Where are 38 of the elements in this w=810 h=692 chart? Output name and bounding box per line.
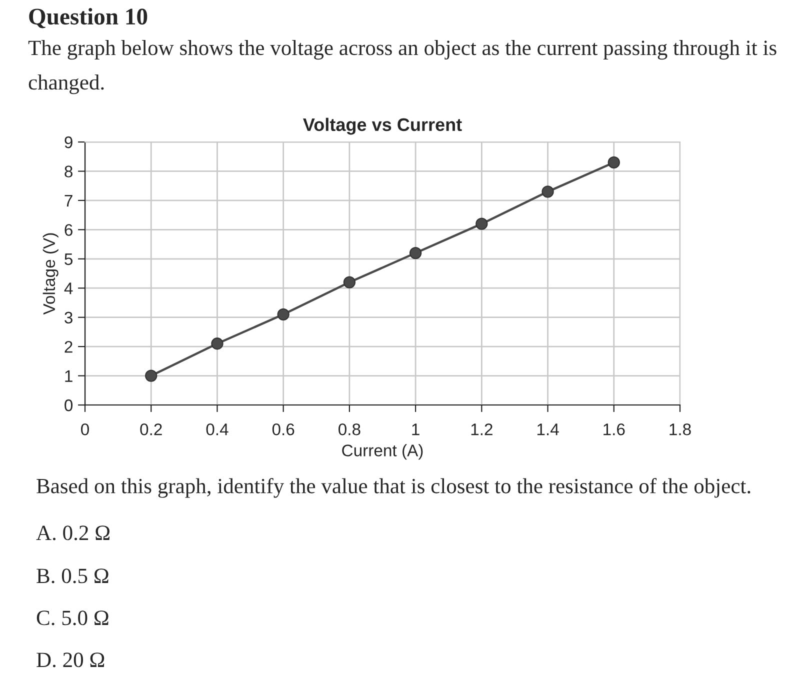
point <box>542 186 554 198</box>
point <box>608 156 620 169</box>
x-tick-label: 1.2 <box>471 423 492 436</box>
x-tick-label: 1.4 <box>537 424 559 436</box>
text: Question 10 <box>29 8 148 28</box>
y-axis-title: Voltage (V) <box>42 233 58 315</box>
y-tick-label: 4 <box>64 282 73 294</box>
point <box>145 370 158 382</box>
text: C. 5.0 Ω <box>36 610 108 626</box>
x-tick-label: 0.2 <box>140 423 162 436</box>
point <box>476 218 488 230</box>
text: B. 0.5 Ω <box>36 568 108 584</box>
text: Based on this graph, identify the value that is closest to the resistance of the object. <box>36 478 750 498</box>
point <box>343 276 356 288</box>
point <box>409 246 422 260</box>
y-tick-label: 1 <box>65 370 72 382</box>
y-tick-label: 7 <box>64 195 72 206</box>
text: D. 20 Ω <box>36 652 104 668</box>
x-tick-label: 0.4 <box>206 423 228 436</box>
y-tick-label: 3 <box>64 312 72 324</box>
point <box>277 308 290 320</box>
chart-title: Voltage vs Current <box>303 118 462 135</box>
x-tick-label: 0 <box>81 423 89 436</box>
x-tick-label: 1.6 <box>604 423 625 436</box>
y-tick-label: 2 <box>64 340 72 353</box>
x-tick-label: 0.6 <box>272 423 294 436</box>
x-axis-title: Current (A) <box>342 444 423 460</box>
y-tick-label: 6 <box>64 224 72 236</box>
text: The graph below shows the voltage across an object as the current passing through it is changed. <box>28 40 776 94</box>
y-tick-label: 8 <box>64 166 72 178</box>
x-tick-label: 1.8 <box>670 423 691 436</box>
text: A. 0.2 Ω <box>36 526 110 540</box>
y-tick-label: 9 <box>64 136 72 148</box>
x-tick-label: 1 <box>412 424 420 436</box>
point <box>211 338 224 350</box>
x-tick-label: 0.8 <box>338 423 360 436</box>
y-tick-label: 0 <box>64 399 73 412</box>
y-tick-label: 5 <box>64 253 72 266</box>
